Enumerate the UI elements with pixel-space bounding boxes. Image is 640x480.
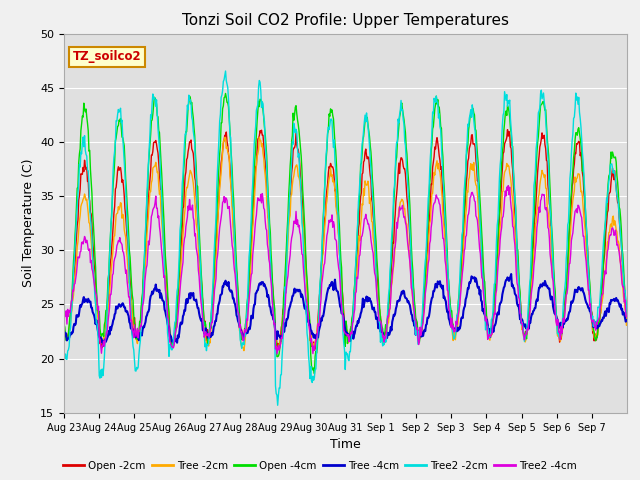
- Tree2 -2cm: [274, 402, 282, 408]
- Tree -2cm: [255, 134, 263, 140]
- Tree2 -4cm: [273, 351, 281, 357]
- Tree -2cm: [126, 291, 134, 297]
- Open -4cm: [623, 310, 631, 316]
- Tree2 -2cm: [230, 236, 238, 242]
- Open -4cm: [280, 295, 287, 300]
- Tree2 -2cm: [221, 68, 229, 74]
- Tree2 -2cm: [623, 312, 631, 318]
- Open -4cm: [230, 215, 238, 221]
- Text: TZ_soilco2: TZ_soilco2: [72, 50, 141, 63]
- Open -2cm: [60, 318, 68, 324]
- Tree -2cm: [230, 233, 237, 239]
- Open -4cm: [405, 189, 413, 195]
- Y-axis label: Soil Temperature (C): Soil Temperature (C): [22, 159, 35, 288]
- Legend: Open -2cm, Tree -2cm, Open -4cm, Tree -4cm, Tree2 -2cm, Tree2 -4cm: Open -2cm, Tree -2cm, Open -4cm, Tree -4…: [59, 456, 581, 475]
- Tree -4cm: [60, 331, 68, 336]
- Tree2 -2cm: [280, 310, 288, 315]
- Open -2cm: [404, 213, 412, 219]
- Line: Open -4cm: Open -4cm: [64, 94, 627, 373]
- Tree -4cm: [259, 279, 266, 285]
- Tree -2cm: [623, 319, 631, 325]
- Tree2 -2cm: [405, 210, 413, 216]
- Open -2cm: [126, 279, 134, 285]
- Tree2 -4cm: [404, 245, 412, 251]
- Tree2 -2cm: [259, 99, 266, 105]
- Tree2 -2cm: [60, 350, 68, 356]
- Open -4cm: [60, 321, 68, 327]
- Tree -4cm: [100, 343, 108, 348]
- Tree2 -4cm: [230, 259, 237, 264]
- Tree -2cm: [405, 247, 413, 253]
- Tree -2cm: [259, 150, 267, 156]
- Tree2 -4cm: [126, 307, 134, 312]
- Open -2cm: [279, 308, 287, 313]
- Tree2 -4cm: [60, 308, 68, 314]
- Tree -2cm: [60, 328, 68, 334]
- Open -4cm: [437, 124, 445, 130]
- Title: Tonzi Soil CO2 Profile: Upper Temperatures: Tonzi Soil CO2 Profile: Upper Temperatur…: [182, 13, 509, 28]
- Tree2 -2cm: [126, 288, 134, 294]
- Line: Tree -2cm: Tree -2cm: [64, 137, 627, 351]
- Tree -4cm: [436, 278, 444, 284]
- Open -4cm: [126, 254, 134, 260]
- Open -2cm: [230, 225, 237, 230]
- Line: Tree2 -4cm: Tree2 -4cm: [64, 186, 627, 354]
- Tree -4cm: [280, 328, 287, 334]
- Open -2cm: [436, 157, 444, 163]
- Tree -2cm: [280, 293, 288, 299]
- Tree -4cm: [230, 300, 238, 306]
- Open -4cm: [221, 91, 229, 96]
- Tree -4cm: [508, 271, 515, 277]
- Tree2 -4cm: [504, 183, 512, 189]
- Open -2cm: [623, 318, 631, 324]
- Tree -2cm: [437, 176, 445, 182]
- Tree -4cm: [623, 318, 631, 324]
- Tree2 -4cm: [436, 202, 444, 208]
- Tree2 -4cm: [280, 319, 287, 324]
- Line: Tree -4cm: Tree -4cm: [64, 274, 627, 346]
- Tree -4cm: [127, 325, 134, 331]
- Open -2cm: [504, 127, 511, 132]
- Open -2cm: [258, 127, 266, 133]
- Open -2cm: [310, 348, 318, 353]
- Tree2 -4cm: [258, 200, 266, 206]
- Tree -2cm: [240, 348, 248, 354]
- Open -4cm: [310, 371, 318, 376]
- Tree2 -4cm: [623, 313, 631, 319]
- Tree2 -2cm: [437, 127, 445, 133]
- X-axis label: Time: Time: [330, 438, 361, 451]
- Line: Tree2 -2cm: Tree2 -2cm: [64, 71, 627, 405]
- Open -4cm: [259, 100, 266, 106]
- Line: Open -2cm: Open -2cm: [64, 130, 627, 350]
- Tree -4cm: [404, 298, 412, 304]
